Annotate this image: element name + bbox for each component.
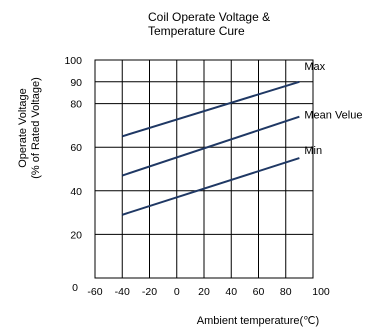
series-label: Min [304, 145, 322, 157]
x-tick-label: -40 [115, 286, 130, 298]
x-tick-label: 40 [225, 286, 237, 298]
series-line [121, 157, 300, 216]
plot-grid [94, 59, 314, 279]
y-tick-label: 40 [70, 186, 82, 198]
x-tick-label: -60 [87, 286, 102, 298]
series-line [121, 80, 300, 138]
origin-label: 0 [72, 282, 78, 294]
x-tick-label: -20 [142, 286, 157, 298]
x-tick-label: 60 [253, 286, 265, 298]
y-axis-label-line-2: (% of Rated Voltage) [30, 77, 42, 179]
tick-labels: -60 -40 -20 0 20 40 60 80 100 20 40 60 80 90 100 0 [64, 55, 329, 298]
x-tick-label: 0 [174, 286, 180, 298]
x-tick-label: 20 [198, 286, 210, 298]
x-axis-label: Ambient temperature(℃) [197, 315, 319, 327]
series-label: Mean Velue [304, 110, 362, 122]
y-tick-label: 60 [70, 142, 82, 154]
chart-title-line-1: Coil Operate Voltage & [148, 10, 270, 24]
y-tick-label: 100 [64, 55, 82, 67]
y-axis-label-line-1: Operate Voltage [17, 88, 29, 168]
series-group: Max Mean Velue Min [121, 61, 362, 216]
x-tick-label: 80 [280, 286, 292, 298]
x-tick-label: 100 [312, 286, 330, 298]
y-tick-label: 90 [70, 77, 82, 89]
y-tick-label: 20 [70, 229, 82, 241]
y-tick-label: 80 [70, 99, 82, 111]
series-line [121, 115, 300, 177]
chart-title-line-2: Temperature Cure [148, 24, 245, 38]
series-label: Max [304, 61, 325, 73]
